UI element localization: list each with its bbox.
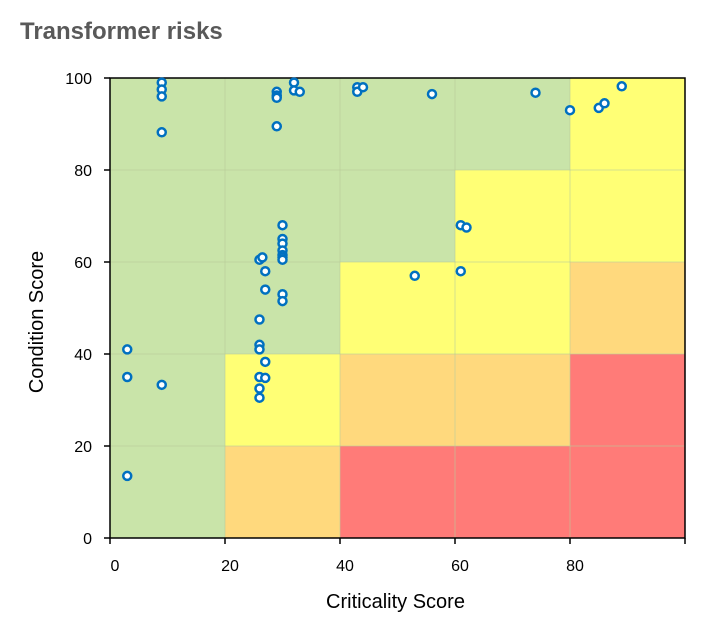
risk-zone-yellow — [225, 354, 340, 446]
data-point — [616, 81, 627, 92]
data-point — [461, 222, 472, 233]
risk-zones — [110, 78, 685, 538]
x-tick-label: 40 — [336, 558, 354, 575]
risk-zone-green — [455, 78, 570, 170]
risk-zone-orange — [455, 354, 570, 446]
data-point — [599, 98, 610, 109]
y-axis-title: Condition Score — [26, 251, 48, 393]
data-point — [260, 265, 271, 277]
data-point — [277, 295, 288, 307]
chart-title: Transformer risks — [20, 18, 223, 45]
y-tick-label: 80 — [74, 163, 92, 180]
data-point — [530, 87, 541, 98]
data-point — [277, 254, 288, 265]
data-points — [122, 77, 627, 482]
data-point — [260, 284, 271, 295]
x-tick-label: 60 — [451, 558, 469, 575]
data-point — [254, 344, 265, 355]
data-point — [122, 470, 133, 482]
risk-zone-orange — [570, 262, 685, 354]
risk-zone-red — [340, 446, 455, 538]
data-point — [254, 314, 265, 325]
data-point — [122, 344, 133, 355]
y-tick-label: 0 — [83, 531, 92, 548]
data-point — [260, 356, 271, 368]
data-point — [409, 270, 420, 282]
data-point — [357, 81, 369, 93]
risk-zone-green — [110, 170, 225, 262]
risk-zone-red — [570, 354, 685, 446]
x-tick-label: 20 — [221, 558, 239, 575]
risk-zone-yellow — [570, 78, 685, 170]
risk-zone-orange — [340, 354, 455, 446]
risk-zone-yellow — [455, 170, 570, 262]
x-tick-label: 0 — [111, 558, 120, 575]
y-tick-label: 60 — [74, 255, 92, 272]
data-point — [277, 219, 288, 231]
risk-zone-yellow — [455, 262, 570, 354]
data-point — [254, 383, 265, 394]
data-point — [156, 379, 167, 391]
risk-zone-yellow — [570, 170, 685, 262]
data-point — [122, 371, 133, 383]
risk-zone-orange — [225, 446, 340, 538]
data-point — [254, 392, 265, 403]
risk-zone-red — [455, 446, 570, 538]
risk-zone-red — [570, 446, 685, 538]
risk-zone-yellow — [340, 262, 455, 354]
plot-frame — [109, 77, 686, 539]
data-point — [294, 86, 305, 98]
data-point — [260, 372, 271, 384]
axis-ticks: 0 20 40 60 80 0 20 40 60 80 100 — [65, 71, 686, 575]
risk-zone-green — [110, 78, 225, 170]
data-point — [426, 88, 438, 100]
data-point — [271, 121, 282, 132]
data-point — [257, 252, 268, 263]
data-point — [455, 265, 466, 277]
plot-border — [109, 77, 686, 539]
risk-zone-green — [110, 262, 225, 354]
risk-zone-green — [110, 354, 225, 446]
y-tick-label: 100 — [65, 71, 92, 88]
data-point — [271, 92, 282, 104]
data-point — [564, 104, 576, 116]
y-tick-label: 40 — [74, 347, 92, 364]
data-point — [156, 127, 167, 138]
risk-zone-green — [340, 170, 455, 262]
risk-zone-green — [110, 446, 225, 538]
x-tick-label: 80 — [566, 558, 584, 575]
data-point — [156, 91, 167, 102]
risk-zone-green — [225, 78, 340, 170]
risk-zone-green — [225, 262, 340, 354]
x-axis-title: Criticality Score — [326, 591, 465, 613]
gridlines — [109, 77, 686, 539]
y-tick-label: 20 — [74, 439, 92, 456]
